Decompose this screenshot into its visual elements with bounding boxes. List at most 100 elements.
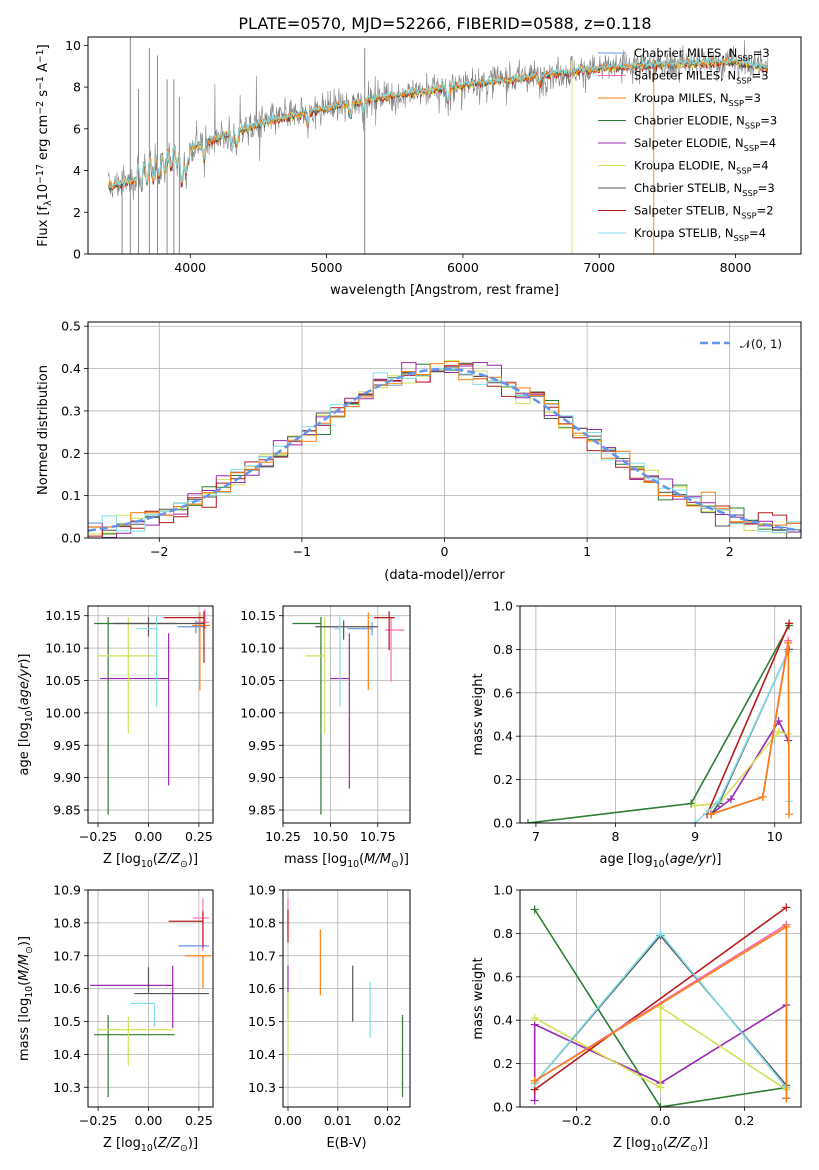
series-line: [706, 623, 790, 815]
errorbar-chabrier-stelib: [315, 620, 378, 640]
errorbar-salpeter-miles: [192, 898, 209, 951]
x-axis-label: mass [log10(M/M⊙)]: [284, 852, 409, 870]
y-tick-label: 10.15: [240, 608, 276, 623]
series-kroupa-elodie: [691, 727, 793, 810]
errorbar-chabrier-elodie: [94, 1014, 175, 1098]
data-point-marker: [530, 1076, 539, 1085]
age-vs-mass-panel: 10.25 10.50 10.75 9.85 9.90 9.95 10.00 10.05 10.…: [240, 605, 411, 870]
series-group: [523, 619, 794, 823]
y-tick-label: 0.4: [61, 361, 81, 376]
data-point-marker: [530, 1014, 539, 1023]
data-point-marker: [785, 619, 794, 628]
x-tick-label: 10.25: [265, 829, 301, 844]
y-tick-label: 10.9: [53, 883, 81, 898]
x-axis-label: Z [log10(Z/Z⊙)]: [103, 1136, 198, 1154]
x-tick-label: 0.25: [185, 1113, 213, 1128]
x-tick-label: 10.75: [360, 829, 396, 844]
y-tick-label: 0.8: [493, 926, 513, 941]
x-tick-label: 0.02: [374, 1113, 402, 1128]
data-point-marker: [523, 819, 532, 823]
series-kroupa-miles: [707, 638, 794, 819]
y-tick-label: 9.90: [53, 770, 81, 785]
x-tick-label: 0.0: [651, 1113, 671, 1128]
data-point-marker: [782, 922, 791, 931]
series-line: [710, 640, 790, 816]
y-tick-label: 0.4: [493, 729, 513, 744]
y-tick-label: 0.0: [493, 1100, 513, 1115]
data-point-marker: [784, 638, 793, 647]
y-tick-label: 10.3: [53, 1080, 81, 1095]
y-tick-label: 10.5: [248, 1014, 276, 1029]
y-tick-label: 10.00: [240, 705, 276, 720]
errorbar-kroupa-miles: [184, 955, 211, 989]
legend-label: Chabrier ELODIE, NSSP=3: [634, 114, 777, 131]
y-tick-label: 10.7: [248, 948, 276, 963]
y-tick-label: 0.1: [61, 488, 81, 503]
y-tick-label: 4: [73, 163, 81, 178]
y-tick-label: 6: [73, 121, 81, 136]
y-tick-label: 10.10: [45, 641, 81, 656]
x-tick-label: 0.00: [135, 1113, 163, 1128]
errorbar-chabrier-stelib: [134, 967, 209, 995]
series-line: [534, 909, 787, 1107]
axes-frame: [519, 605, 802, 824]
x-tick-label: −0.25: [79, 829, 117, 844]
legend: Chabrier MILES, NSSP=3 Salpeter MILES, NS…: [598, 46, 777, 243]
y-axis-label: mass [log10(M/M⊙)]: [17, 936, 35, 1061]
series-group: [530, 903, 791, 1107]
x-tick-label: 7: [532, 829, 540, 844]
y-tick-label: 1.0: [493, 883, 513, 898]
y-tick-label: 9.90: [248, 770, 276, 785]
errorbar-group: [90, 898, 211, 1098]
legend-label: Salpeter ELODIE, NSSP=4: [634, 136, 776, 153]
errorbar-kroupa-stelib: [136, 615, 158, 707]
x-tick-label: −1: [293, 544, 311, 559]
model-spectrum-line-kroupa-stelib: [107, 56, 769, 189]
y-axis-label: age [log10(age/yr)]: [17, 653, 35, 775]
y-tick-label: 10.9: [248, 883, 276, 898]
x-tick-label: 6000: [447, 260, 479, 275]
x-tick-label: 8: [612, 829, 620, 844]
figure-title: PLATE=0570, MJD=52266, FIBERID=0588, z=0…: [238, 14, 651, 33]
y-tick-label: 10.6: [248, 981, 276, 996]
errorbar-kroupa-elodie: [305, 617, 326, 734]
y-tick-label: 10.4: [53, 1047, 81, 1062]
y-tick-label: 10.4: [248, 1047, 276, 1062]
errorbar-kroupa-stelib: [334, 615, 341, 707]
mass-weight-vs-metallicity-panel: −0.2 0.0 0.2 0.0 0.2 0.4 0.6 0.8 1.0 Z [log10(Z/Z…: [471, 883, 802, 1154]
errorbar-salpeter-stelib: [163, 611, 205, 664]
data-point-marker: [785, 810, 794, 819]
mass-vs-extinction-panel: 0.00 0.01 0.02 10.3 10.4 10.5 10.6 10.7 10.8 10.9…: [248, 883, 411, 1151]
series-chabrier-elodie: [523, 621, 794, 823]
axes-frame: [87, 889, 214, 1108]
series-line: [710, 640, 790, 816]
y-tick-label: 10.05: [240, 673, 276, 688]
y-tick-label: 8: [73, 80, 81, 95]
x-axis-label: Z [log10(Z/Z⊙)]: [103, 852, 198, 870]
data-point-marker: [687, 799, 696, 808]
x-tick-label: 0.01: [324, 1113, 352, 1128]
series-kroupa-elodie: [530, 1003, 791, 1094]
x-tick-label: 7000: [583, 260, 615, 275]
normal-distribution-curve: [88, 367, 801, 532]
x-tick-label: 0: [441, 544, 449, 559]
data-point-marker: [656, 929, 665, 938]
data-point-marker: [656, 1083, 665, 1092]
axes-frame: [519, 889, 802, 1108]
legend-label: Kroupa MILES, NSSP=3: [634, 91, 761, 108]
x-axis-label: E(B-V): [326, 1136, 366, 1151]
y-tick-label: 10: [65, 38, 81, 53]
y-tick-label: 9.95: [248, 738, 276, 753]
x-tick-label: −0.2: [561, 1113, 591, 1128]
errorbar-chabrier-miles: [177, 620, 206, 634]
y-tick-label: 0.3: [61, 403, 81, 418]
series-line: [534, 906, 787, 1091]
y-tick-label: 10.5: [53, 1014, 81, 1029]
mass-vs-metallicity-panel: −0.25 0.00 0.25 10.3 10.4 10.5 10.6 10.7 10.8 10.…: [17, 883, 214, 1154]
y-tick-label: 0.2: [493, 1056, 513, 1071]
x-tick-label: 8000: [720, 260, 752, 275]
errorbar-salpeter-elodie: [90, 965, 174, 1029]
x-tick-label: 4000: [174, 260, 206, 275]
errorbar-kroupa-stelib: [130, 1002, 156, 1027]
